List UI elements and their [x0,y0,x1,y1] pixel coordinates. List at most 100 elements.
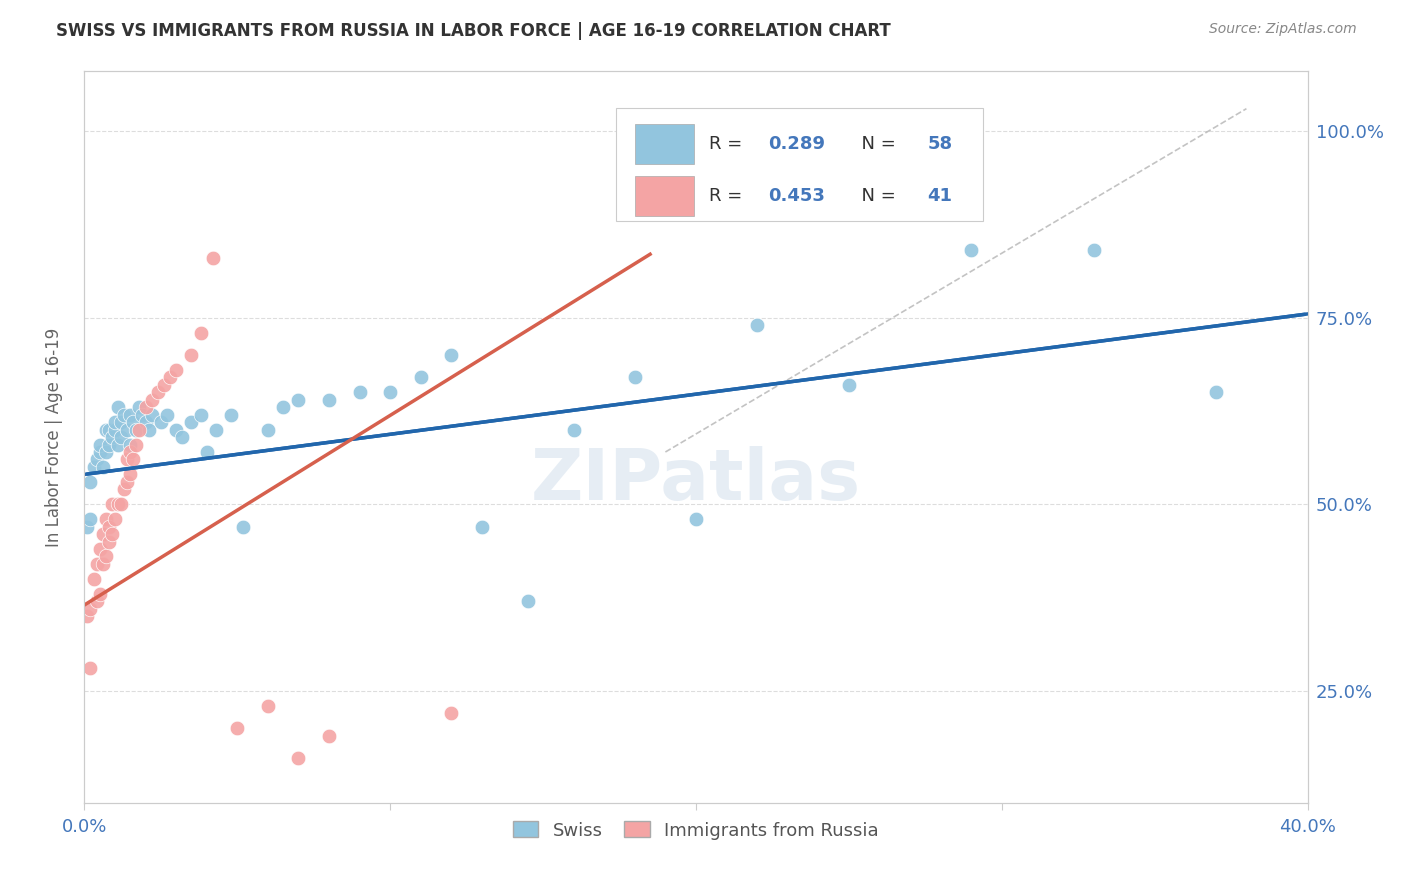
Point [94,445,117,459]
Point [190,326,212,340]
Point [165,363,187,377]
Point [271,401,294,415]
Point [91,557,114,571]
Point [471,519,494,533]
Point [125,423,148,437]
Point [172,430,194,444]
Point [135,401,157,415]
Point [76,519,98,533]
Point [409,370,432,384]
Point [141,408,163,422]
Point [94,549,117,564]
Point [838,377,860,392]
Text: 41: 41 [927,187,952,205]
Point [110,430,132,444]
Point [110,497,132,511]
Point [219,408,242,422]
Point [112,408,135,422]
Point [562,423,585,437]
Point [120,445,142,459]
Point [107,437,129,451]
Point [180,348,202,362]
Point [76,609,98,624]
Point [201,251,224,265]
Point [97,534,120,549]
Point [685,512,707,526]
Point [131,408,153,422]
Point [91,527,114,541]
Point [115,475,138,489]
FancyBboxPatch shape [636,177,693,217]
Point [440,706,463,721]
Point [156,408,179,422]
Point [960,244,983,258]
Point [380,385,402,400]
Y-axis label: In Labor Force | Age 16-19: In Labor Force | Age 16-19 [45,327,63,547]
Point [94,423,117,437]
Point [120,408,142,422]
Point [149,415,172,429]
Point [747,318,769,332]
Point [125,437,148,451]
Point [86,557,108,571]
Text: R =: R = [710,136,748,153]
Point [318,729,340,743]
Point [104,423,127,437]
Point [86,594,108,608]
Point [104,512,127,526]
Text: SWISS VS IMMIGRANTS FROM RUSSIA IN LABOR FORCE | AGE 16-19 CORRELATION CHART: SWISS VS IMMIGRANTS FROM RUSSIA IN LABOR… [56,22,891,40]
Point [89,542,111,557]
Point [122,415,145,429]
Point [112,483,135,497]
Point [195,445,218,459]
Point [180,415,202,429]
Text: Source: ZipAtlas.com: Source: ZipAtlas.com [1209,22,1357,37]
Point [122,452,145,467]
Point [128,401,150,415]
Point [165,423,187,437]
Point [318,392,340,407]
Point [83,459,105,474]
Point [128,423,150,437]
Text: N =: N = [851,187,901,205]
Point [205,423,228,437]
Point [79,661,101,675]
Point [232,519,254,533]
Text: N =: N = [851,136,901,153]
Point [138,423,160,437]
Point [349,385,371,400]
Point [120,437,142,451]
Point [110,415,132,429]
Point [91,459,114,474]
Point [115,452,138,467]
Point [146,385,169,400]
Point [107,401,129,415]
Point [79,601,101,615]
Point [79,475,101,489]
FancyBboxPatch shape [616,108,983,221]
Point [1083,244,1105,258]
Point [79,512,101,526]
Point [97,423,120,437]
Point [115,423,138,437]
Point [89,437,111,451]
Text: 0.289: 0.289 [768,136,825,153]
Text: R =: R = [710,187,748,205]
Point [120,467,142,482]
Point [516,594,538,608]
Text: 0.453: 0.453 [768,187,825,205]
Point [287,392,309,407]
Point [1205,385,1227,400]
Point [153,377,176,392]
Text: ZIPatlas: ZIPatlas [531,447,860,516]
Point [257,423,280,437]
Point [97,437,120,451]
Point [101,527,124,541]
Point [287,751,309,765]
Point [141,392,163,407]
FancyBboxPatch shape [636,124,693,164]
Point [101,497,124,511]
Point [89,587,111,601]
Point [159,370,181,384]
Point [89,445,111,459]
